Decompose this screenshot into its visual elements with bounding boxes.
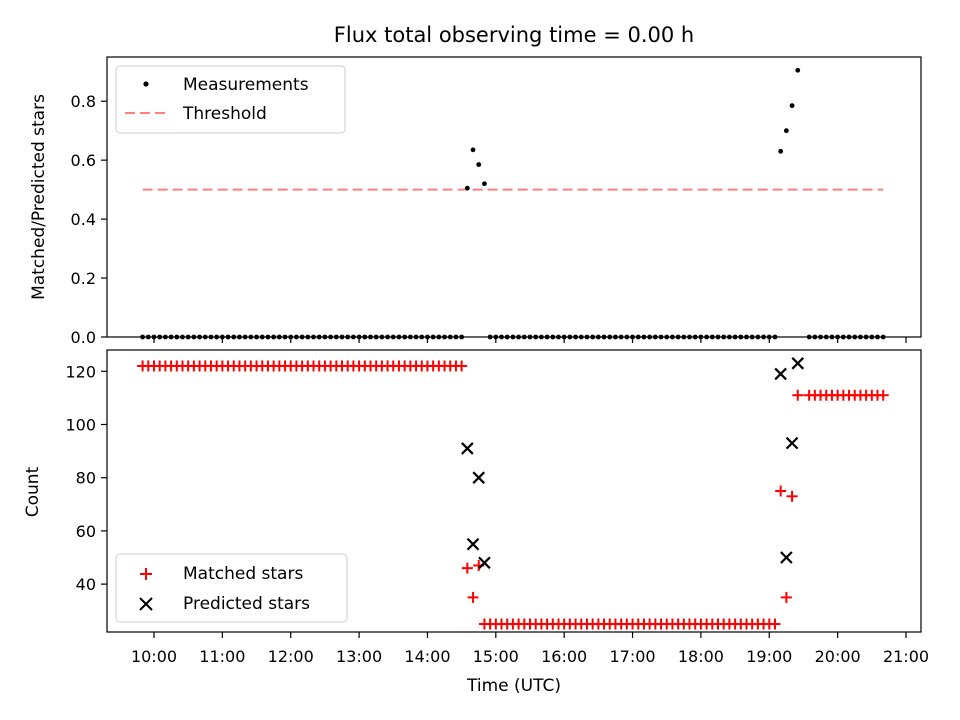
bottom-legend-box [115,553,348,623]
measurement-point [464,185,470,191]
matched-star-marker [456,360,468,372]
top-y-tick-label: 0.0 [71,328,96,347]
legend-matched-marker [140,568,152,580]
matched-star-marker [780,591,792,603]
x-tick-label: 10:00 [131,647,177,666]
top-legend-box [115,65,346,134]
predicted-star-marker [785,436,799,450]
x-tick-label: 15:00 [473,647,519,666]
x-tick-label: 14:00 [404,647,450,666]
bottom-plot-frame [106,349,922,633]
legend-matched-label: Matched stars [183,564,303,584]
measurement-point [482,181,487,187]
bottom-y-tick-label: 40 [76,575,96,594]
x-tick-label: 19:00 [746,647,792,666]
measurement-point [470,147,476,153]
measurement-point [795,67,801,73]
legend-predicted-label: Predicted stars [183,594,310,614]
predicted-star-marker [466,537,480,551]
bottom-panel: 40 60 80 100 120 10:00 11:00 12:00 13:00 14:00 15… [23,349,929,696]
x-tick-label: 21:00 [883,647,929,666]
x-tick-label: 17:00 [609,647,655,666]
matched-star-marker [775,485,787,497]
legend-measurements-marker [143,81,149,87]
measurement-point [476,162,482,167]
matched-star-marker [769,618,781,630]
x-tick-label: 16:00 [541,647,587,666]
top-y-axis-label: Matched/Predicted stars [29,94,49,300]
matched-star-marker [461,562,473,574]
bottom-y-tick-label: 60 [76,522,96,541]
chart-title: Flux total observing time = 0.00 h [334,23,694,47]
x-tick-label: 12:00 [268,647,314,666]
predicted-star-marker [461,442,474,455]
bottom-y-axis-label: Count [23,466,43,517]
bottom-y-tick-label: 100 [65,415,96,434]
predicted-star-marker [791,357,805,370]
predicted-star-marker [478,556,491,570]
bottom-y-ticks: 40 60 80 100 120 [65,362,107,594]
x-tick-label: 13:00 [336,647,382,666]
bottom-legend: Matched stars Predicted stars [115,553,348,623]
bottom-y-tick-label: 120 [65,362,96,381]
matched-star-marker [467,591,479,603]
measurement-point [783,128,789,134]
matched-star-marker [877,389,889,401]
top-plot-frame [106,56,922,338]
matched-star-marker [792,389,804,401]
x-tick-label: 18:00 [678,647,724,666]
bottom-y-tick-label: 80 [76,469,96,488]
top-y-ticks: 0.0 0.2 0.4 0.6 0.8 [71,92,107,347]
top-y-tick-label: 0.4 [71,210,96,229]
predicted-star-marker [472,471,486,484]
x-tick-label: 11:00 [199,647,245,666]
predicted-star-marker [774,367,787,381]
top-y-tick-label: 0.8 [71,92,96,111]
measurement-point [789,103,795,109]
x-tick-label: 20:00 [815,647,861,666]
top-y-tick-label: 0.6 [71,151,96,170]
legend-threshold-label: Threshold [182,104,267,124]
x-axis-label: Time (UTC) [466,676,561,696]
matched-star-marker [478,618,490,630]
bottom-x-ticks: 10:00 11:00 12:00 13:00 14:00 15:00 16:00 17:00… [131,632,929,666]
predicted-stars-points [461,357,805,570]
legend-predicted-marker [139,597,153,611]
matched-stars-points [137,360,889,630]
matched-star-marker [786,490,798,502]
legend-measurements-label: Measurements [183,75,309,95]
top-y-tick-label: 0.2 [71,269,96,288]
top-panel: 0.00.20.40.60.8 Matched/Predicted stars … [29,56,922,347]
measurement-point [778,148,784,154]
top-legend: Measurements Threshold [115,65,346,134]
predicted-star-marker [780,551,793,564]
